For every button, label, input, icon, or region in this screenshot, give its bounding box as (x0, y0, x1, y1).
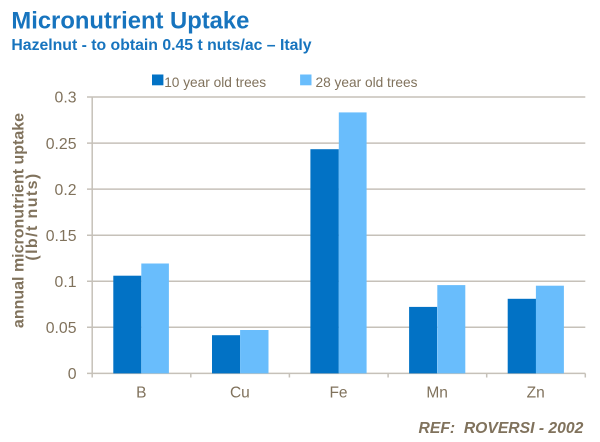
svg-text:0.3: 0.3 (55, 90, 77, 107)
svg-text:Fe: Fe (329, 384, 347, 401)
svg-text:0.05: 0.05 (46, 320, 77, 337)
svg-text:(lb/t nuts): (lb/t nuts) (24, 172, 41, 260)
svg-text:Hazelnut - to obtain 0.45 t nu: Hazelnut - to obtain 0.45 t nuts/ac – It… (11, 37, 311, 54)
svg-text:annual micronutrient uptake: annual micronutrient uptake (11, 113, 28, 328)
svg-text:0: 0 (68, 366, 77, 383)
svg-text:0.25: 0.25 (46, 136, 77, 153)
svg-text:Zn: Zn (527, 384, 545, 401)
svg-text:B: B (136, 384, 146, 401)
svg-text:REF: ROVERSI - 2002: REF: ROVERSI - 2002 (419, 420, 584, 437)
svg-text:Cu: Cu (230, 384, 250, 401)
svg-text:0.1: 0.1 (55, 274, 77, 291)
svg-text:Mn: Mn (426, 384, 448, 401)
svg-text:0.15: 0.15 (46, 228, 77, 245)
svg-text:Micronutrient Uptake: Micronutrient Uptake (11, 7, 249, 34)
svg-text:28 year old trees: 28 year old trees (316, 75, 418, 90)
svg-text:10 year old trees: 10 year old trees (164, 75, 266, 90)
svg-text:0.2: 0.2 (55, 182, 77, 199)
